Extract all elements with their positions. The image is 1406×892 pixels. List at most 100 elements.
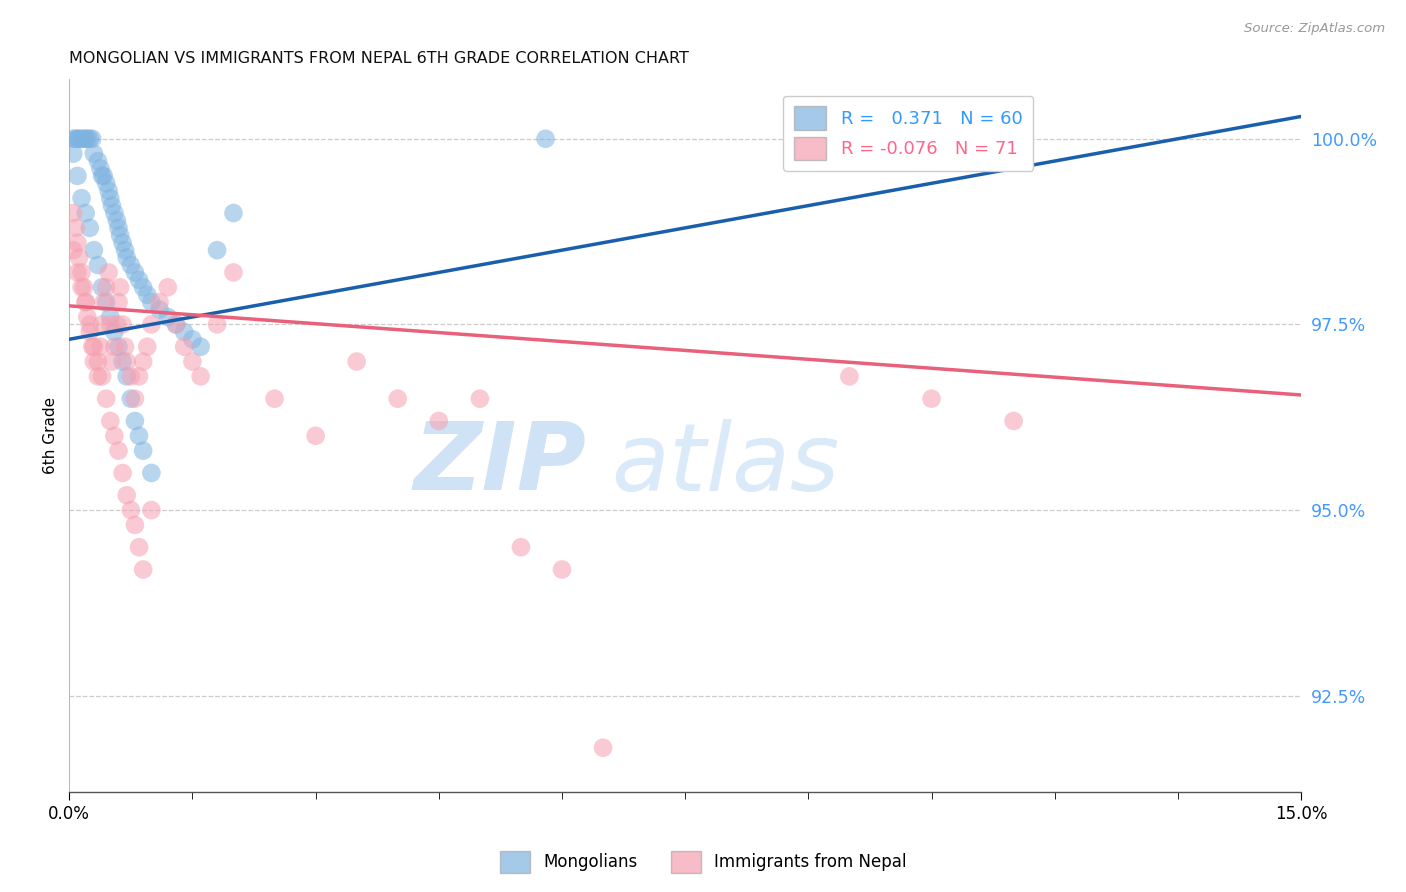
Point bbox=[75, 206, 97, 220]
Point bbox=[136, 340, 159, 354]
Point bbox=[921, 392, 943, 406]
Point bbox=[70, 280, 93, 294]
Point bbox=[124, 414, 146, 428]
Point bbox=[108, 280, 131, 294]
Point bbox=[103, 325, 125, 339]
Point bbox=[190, 369, 212, 384]
Point bbox=[534, 132, 557, 146]
Point bbox=[111, 235, 134, 250]
Point bbox=[103, 206, 125, 220]
Point bbox=[181, 354, 204, 368]
Point bbox=[97, 265, 120, 279]
Point bbox=[87, 258, 110, 272]
Point bbox=[91, 169, 114, 183]
Point bbox=[96, 392, 118, 406]
Point bbox=[120, 503, 142, 517]
Point bbox=[114, 243, 136, 257]
Point bbox=[124, 517, 146, 532]
Y-axis label: 6th Grade: 6th Grade bbox=[44, 397, 58, 475]
Point bbox=[156, 280, 179, 294]
Point bbox=[115, 251, 138, 265]
Point bbox=[120, 369, 142, 384]
Point bbox=[79, 132, 101, 146]
Point bbox=[65, 132, 87, 146]
Point bbox=[70, 191, 93, 205]
Point bbox=[124, 265, 146, 279]
Text: ZIP: ZIP bbox=[413, 418, 586, 510]
Point bbox=[83, 243, 105, 257]
Point bbox=[222, 265, 245, 279]
Point bbox=[62, 132, 84, 146]
Point bbox=[75, 295, 97, 310]
Point bbox=[91, 280, 114, 294]
Point bbox=[62, 206, 84, 220]
Point bbox=[70, 132, 93, 146]
Text: MONGOLIAN VS IMMIGRANTS FROM NEPAL 6TH GRADE CORRELATION CHART: MONGOLIAN VS IMMIGRANTS FROM NEPAL 6TH G… bbox=[69, 51, 689, 66]
Point bbox=[551, 562, 574, 576]
Point bbox=[65, 220, 87, 235]
Point bbox=[141, 318, 163, 332]
Point bbox=[87, 154, 110, 169]
Point bbox=[141, 503, 163, 517]
Point bbox=[141, 466, 163, 480]
Point bbox=[124, 392, 146, 406]
Point bbox=[96, 295, 118, 310]
Legend: Mongolians, Immigrants from Nepal: Mongolians, Immigrants from Nepal bbox=[494, 845, 912, 880]
Point bbox=[91, 318, 114, 332]
Point bbox=[82, 132, 104, 146]
Point bbox=[173, 340, 195, 354]
Point bbox=[165, 318, 187, 332]
Point bbox=[468, 392, 491, 406]
Point bbox=[96, 177, 118, 191]
Point bbox=[1002, 414, 1025, 428]
Point bbox=[105, 318, 128, 332]
Point bbox=[132, 443, 155, 458]
Point bbox=[70, 265, 93, 279]
Point bbox=[66, 169, 89, 183]
Point bbox=[111, 354, 134, 368]
Point bbox=[205, 318, 228, 332]
Point bbox=[190, 340, 212, 354]
Point bbox=[98, 414, 121, 428]
Point bbox=[101, 354, 124, 368]
Text: atlas: atlas bbox=[612, 419, 839, 510]
Point bbox=[128, 429, 150, 443]
Point bbox=[76, 310, 98, 324]
Point bbox=[101, 198, 124, 212]
Point bbox=[132, 354, 155, 368]
Point bbox=[148, 295, 170, 310]
Point bbox=[120, 258, 142, 272]
Point bbox=[67, 132, 90, 146]
Point bbox=[91, 369, 114, 384]
Point bbox=[838, 369, 860, 384]
Point bbox=[128, 540, 150, 554]
Point bbox=[98, 310, 121, 324]
Point bbox=[132, 562, 155, 576]
Point bbox=[79, 325, 101, 339]
Point bbox=[62, 146, 84, 161]
Point bbox=[141, 295, 163, 310]
Point bbox=[67, 251, 90, 265]
Point bbox=[89, 340, 111, 354]
Point bbox=[83, 340, 105, 354]
Point bbox=[132, 280, 155, 294]
Point bbox=[73, 280, 96, 294]
Point bbox=[107, 220, 129, 235]
Point bbox=[76, 132, 98, 146]
Point bbox=[79, 318, 101, 332]
Point bbox=[107, 443, 129, 458]
Point bbox=[304, 429, 326, 443]
Point bbox=[346, 354, 368, 368]
Point bbox=[62, 243, 84, 257]
Point bbox=[93, 295, 115, 310]
Point bbox=[96, 280, 118, 294]
Point bbox=[87, 354, 110, 368]
Point bbox=[115, 488, 138, 502]
Point bbox=[509, 540, 531, 554]
Point bbox=[128, 369, 150, 384]
Point bbox=[111, 466, 134, 480]
Text: Source: ZipAtlas.com: Source: ZipAtlas.com bbox=[1244, 22, 1385, 36]
Point bbox=[103, 340, 125, 354]
Point bbox=[87, 369, 110, 384]
Point bbox=[66, 132, 89, 146]
